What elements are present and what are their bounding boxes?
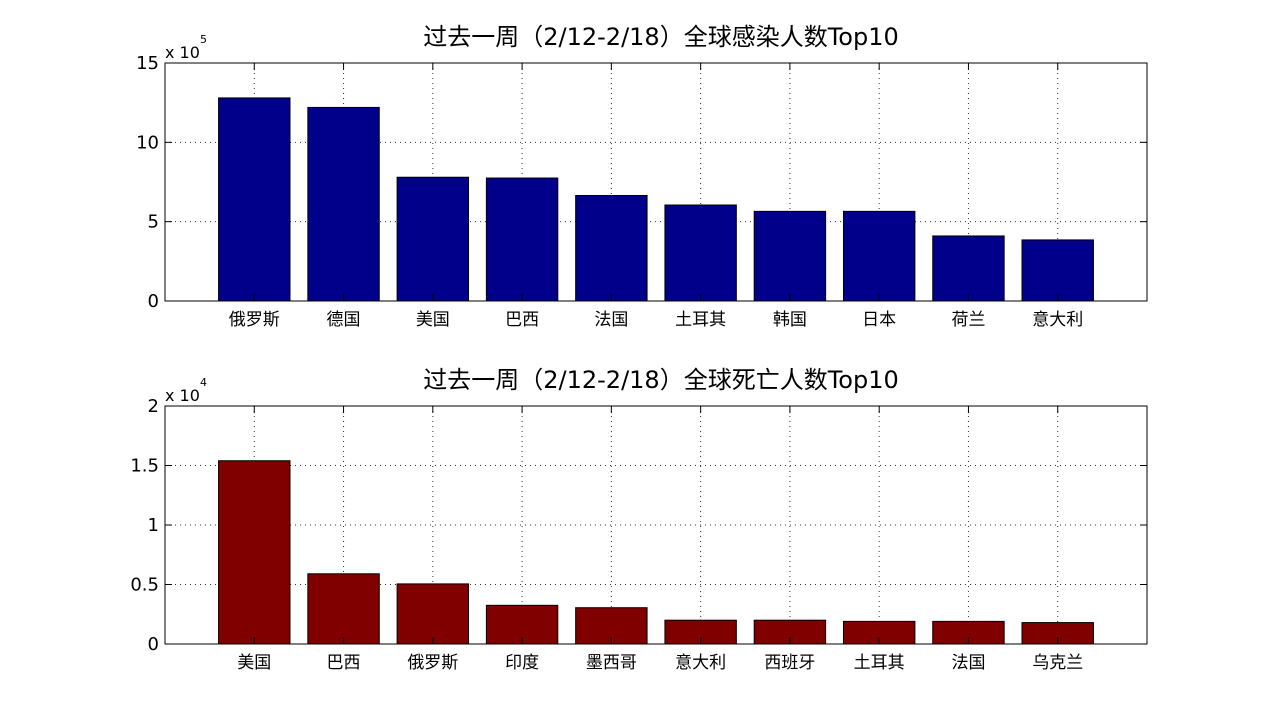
- x-tick-label: 意大利: [1032, 310, 1083, 330]
- x-tick-label: 巴西: [327, 653, 361, 673]
- infections-chart: 过去一周（2/12-2/18）全球感染人数Top10 x 10 5 0 5 10 15…: [136, 23, 1148, 330]
- bar: [396, 583, 470, 645]
- y-tick-label: 10: [136, 132, 159, 153]
- x-tick-label: 意大利: [675, 653, 726, 673]
- y-tick-label: 0: [148, 634, 159, 655]
- x-tick-label: 土耳其: [675, 310, 726, 330]
- x-tick-label: 西班牙: [764, 653, 815, 673]
- bar: [307, 573, 380, 645]
- x-tick-label: 法国: [594, 310, 628, 330]
- bar: [575, 194, 648, 302]
- bar: [218, 460, 291, 645]
- bar: [932, 235, 1005, 302]
- y-multiplier-exponent: 5: [200, 33, 207, 46]
- x-tick-label: 美国: [237, 653, 271, 673]
- y-multiplier: x 10: [165, 386, 200, 405]
- bar: [842, 210, 916, 302]
- x-tick-label: 韩国: [773, 310, 807, 330]
- bar: [307, 106, 380, 302]
- x-tick-label: 乌克兰: [1032, 653, 1083, 673]
- chart-title: 过去一周（2/12-2/18）全球感染人数Top10: [423, 23, 899, 51]
- plot-frame: [164, 62, 1148, 302]
- bar: [664, 204, 737, 302]
- x-tick-label: 墨西哥: [586, 653, 637, 673]
- y-multiplier: x 10: [165, 43, 200, 62]
- y-tick-label: 15: [136, 53, 159, 74]
- x-tick-label: 法国: [951, 653, 985, 673]
- deaths-chart: 过去一周（2/12-2/18）全球死亡人数Top10 x 10 4 0 0.5 1 1…: [130, 366, 1148, 673]
- y-tick-label: 2: [148, 396, 159, 417]
- bar: [1021, 239, 1094, 302]
- y-tick-label: 1.5: [130, 456, 159, 477]
- x-tick-label: 土耳其: [854, 653, 905, 673]
- bar: [485, 177, 559, 302]
- x-tick-label: 德国: [327, 310, 361, 330]
- bar: [396, 176, 470, 302]
- bar: [753, 210, 827, 302]
- x-tick-label: 日本: [862, 310, 896, 330]
- y-tick-label: 0: [148, 291, 159, 312]
- x-tick-label: 巴西: [505, 310, 539, 330]
- y-tick-label: 1: [148, 515, 159, 536]
- x-tick-label: 荷兰: [951, 310, 985, 330]
- y-tick-label: 0.5: [130, 575, 159, 596]
- bar: [218, 97, 291, 302]
- x-tick-label: 印度: [505, 653, 539, 673]
- x-tick-label: 俄罗斯: [407, 653, 458, 673]
- x-tick-label: 俄罗斯: [229, 310, 280, 330]
- x-tick-label: 美国: [416, 310, 450, 330]
- y-tick-label: 5: [148, 212, 159, 233]
- y-multiplier-exponent: 4: [200, 376, 207, 389]
- chart-title: 过去一周（2/12-2/18）全球死亡人数Top10: [423, 366, 899, 394]
